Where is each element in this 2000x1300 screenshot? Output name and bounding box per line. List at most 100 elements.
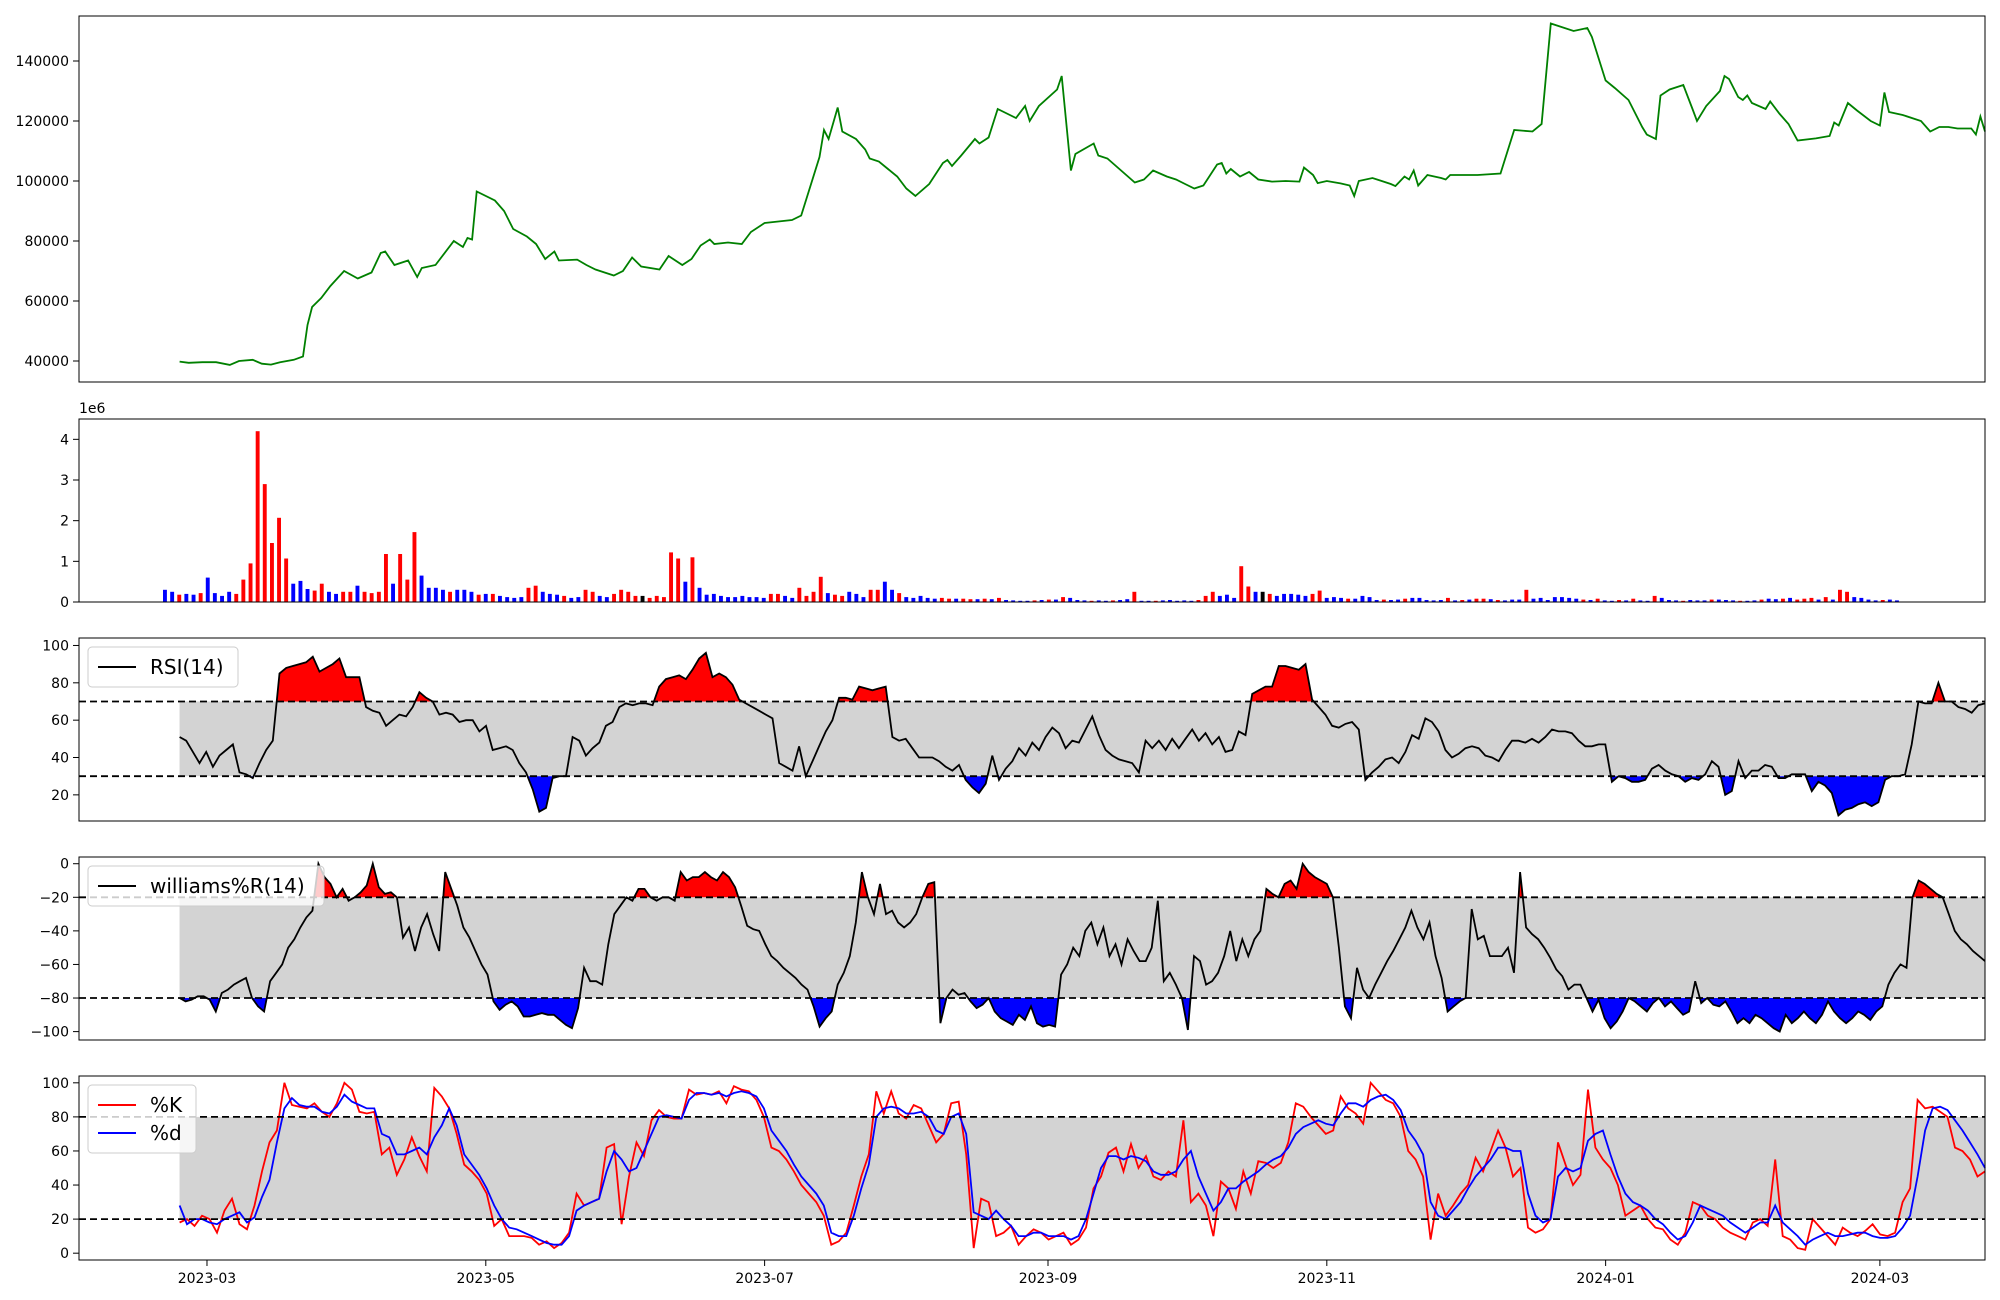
rsi-ytick-label: 40 (51, 751, 69, 767)
volume-bar (1396, 599, 1400, 602)
volume-bar (1845, 591, 1849, 602)
volume-bar (1695, 600, 1700, 602)
volume-bar (1203, 595, 1208, 602)
volume-bar (1339, 597, 1343, 602)
volume-bar (1046, 599, 1051, 602)
volume-bar (1838, 589, 1842, 602)
volume-bar (220, 595, 224, 602)
volume-bar (555, 594, 559, 602)
volume-bar (1217, 595, 1222, 602)
volume-bar (412, 532, 417, 602)
volume-bar (384, 554, 388, 602)
volume-bar (640, 595, 645, 602)
volume-bar (1560, 597, 1564, 602)
volume-bar (1039, 600, 1044, 602)
volume-bar (683, 581, 688, 602)
time-axis: 2023-03 2023-05 2023-07 2023-09 2023-11 2024-… (178, 1260, 1909, 1287)
volume-bar (1788, 597, 1792, 602)
stochastic-ytick-label: 60 (51, 1144, 69, 1160)
volume-bar (1567, 597, 1572, 602)
volume-bar (1709, 599, 1714, 602)
volume-bar (547, 593, 552, 602)
stochastic-legend-label: %K (150, 1093, 183, 1117)
volume-bar (1282, 593, 1286, 602)
time-tick-label: 2024-03 (1851, 1271, 1910, 1287)
volume-bar (1004, 600, 1008, 602)
volume-bar (1645, 600, 1650, 602)
volume-bar (882, 581, 887, 602)
rsi-line (179, 651, 1986, 817)
williams-ytick-label: −40 (39, 924, 69, 940)
volume-bar (654, 595, 659, 602)
williams-legend-label: williams%R(14) (150, 874, 305, 898)
volume-bar (783, 595, 787, 602)
volume-bar (398, 554, 403, 602)
rsi-ytick-label: 60 (51, 713, 69, 729)
volume-bar (847, 591, 852, 602)
rsi-ytick-label: 20 (51, 788, 69, 804)
volume-bar (234, 593, 239, 602)
volume-bar (1346, 598, 1351, 602)
volume-bar (405, 579, 410, 602)
volume-bar (954, 598, 959, 602)
volume-bar (982, 598, 987, 602)
williams-oversold-fill (252, 998, 267, 1012)
volume-bar (1887, 599, 1892, 602)
volume-bar (1296, 594, 1301, 602)
volume-bar (1652, 595, 1657, 602)
rsi-oversold-fill (1610, 776, 1648, 782)
volume-bar (1524, 589, 1529, 602)
volume-bar (1438, 600, 1443, 602)
volume-bar (334, 593, 338, 602)
volume-bar (1688, 600, 1693, 602)
volume-bar (519, 597, 524, 602)
volume-bar (875, 589, 880, 602)
volume-bar (1196, 600, 1201, 602)
rsi-neutral-band (179, 701, 1985, 777)
volume-bar (1011, 600, 1016, 602)
volume-bar (904, 597, 909, 602)
volume-ytick-label: 0 (60, 595, 69, 611)
volume-bar (1702, 600, 1707, 602)
volume-bar (1111, 600, 1115, 602)
volume-bar (1303, 595, 1308, 602)
volume-bar (633, 595, 638, 602)
volume-bar (1267, 593, 1272, 602)
price-ytick-label: 100000 (16, 174, 69, 190)
williams-axes-frame (78, 856, 1986, 1041)
rsi-ytick-label: 80 (51, 676, 69, 692)
volume-bar (227, 591, 232, 602)
volume-bar (1082, 600, 1087, 602)
volume-bar (1417, 597, 1422, 602)
volume-bar (747, 597, 752, 602)
time-tick-label: 2023-09 (1019, 1271, 1078, 1287)
volume-bar (1467, 599, 1472, 602)
volume-bar (932, 598, 937, 602)
volume-bar (1745, 600, 1750, 602)
volume-bar (540, 591, 545, 602)
volume-bar (861, 597, 866, 602)
volume-bar (1880, 600, 1885, 602)
volume-bar (498, 595, 502, 602)
stochastic-legend-box (87, 1084, 197, 1154)
rsi-oversold-fill (1805, 776, 1899, 816)
volume-bar (291, 583, 296, 602)
volume-bar (961, 598, 966, 602)
rsi-panel: 20 40 60 80 100 RSI(14) (42, 637, 1986, 822)
volume-bar (1374, 600, 1379, 602)
volume-bar (604, 597, 609, 602)
volume-bar (1595, 598, 1600, 602)
volume-bar (818, 576, 823, 602)
volume-bar (1381, 599, 1386, 602)
time-tick-label: 2023-05 (457, 1271, 516, 1287)
williams-ytick-label: −100 (31, 1025, 69, 1041)
volume-bar (825, 593, 830, 602)
volume-bar (726, 597, 730, 602)
williams-overbought-fill (922, 882, 935, 898)
rsi-legend-label: RSI(14) (150, 655, 224, 679)
volume-bar (1474, 598, 1479, 602)
rsi-overbought-fill (276, 656, 365, 702)
volume-bar (348, 591, 353, 602)
volume-bar (1659, 597, 1664, 602)
